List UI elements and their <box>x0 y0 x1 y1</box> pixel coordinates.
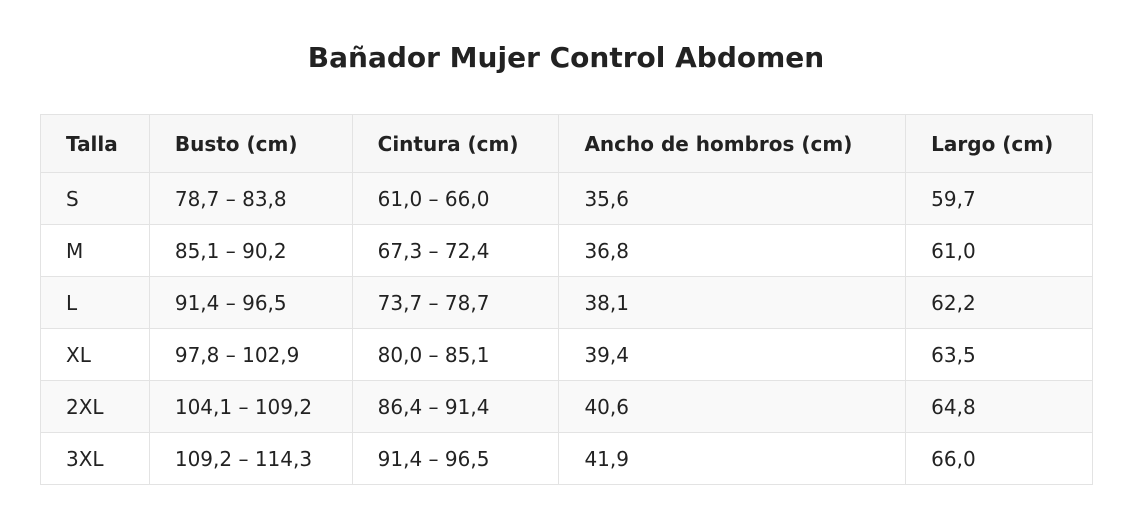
column-header: Largo (cm) <box>905 114 1093 173</box>
table-cell: 78,7 – 83,8 <box>148 172 353 225</box>
table-cell: 85,1 – 90,2 <box>148 224 353 277</box>
table-cell: 64,8 <box>905 380 1093 433</box>
table-cell: 80,0 – 85,1 <box>351 328 560 381</box>
table-cell: 66,0 <box>905 432 1093 485</box>
table-cell: 41,9 <box>558 432 907 485</box>
table-cell: 109,2 – 114,3 <box>148 432 353 485</box>
table-row: XL 97,8 – 102,9 80,0 – 85,1 39,4 63,5 <box>40 328 1093 381</box>
table-cell: 91,4 – 96,5 <box>351 432 560 485</box>
table-cell: 36,8 <box>558 224 907 277</box>
table-cell: 2XL <box>40 380 150 433</box>
column-header: Talla <box>40 114 150 173</box>
table-cell: 67,3 – 72,4 <box>351 224 560 277</box>
table-cell: 61,0 – 66,0 <box>351 172 560 225</box>
table-cell: 40,6 <box>558 380 907 433</box>
table-cell: S <box>40 172 150 225</box>
column-header: Cintura (cm) <box>351 114 560 173</box>
table-row: 3XL 109,2 – 114,3 91,4 – 96,5 41,9 66,0 <box>40 432 1093 485</box>
table-cell: 86,4 – 91,4 <box>351 380 560 433</box>
table-row: L 91,4 – 96,5 73,7 – 78,7 38,1 62,2 <box>40 276 1093 329</box>
column-header: Busto (cm) <box>148 114 353 173</box>
table-cell: 39,4 <box>558 328 907 381</box>
table-cell: 62,2 <box>905 276 1093 329</box>
table-cell: 63,5 <box>905 328 1093 381</box>
table-cell: 97,8 – 102,9 <box>148 328 353 381</box>
table-cell: 61,0 <box>905 224 1093 277</box>
table-cell: 104,1 – 109,2 <box>148 380 353 433</box>
size-table: Talla Busto (cm) Cintura (cm) Ancho de homb… <box>40 114 1093 485</box>
table-row: 2XL 104,1 – 109,2 86,4 – 91,4 40,6 64,8 <box>40 380 1093 433</box>
table-cell: 59,7 <box>905 172 1093 225</box>
table-cell: L <box>40 276 150 329</box>
column-header: Ancho de hombros (cm) <box>558 114 907 173</box>
table-row: M 85,1 – 90,2 67,3 – 72,4 36,8 61,0 <box>40 224 1093 277</box>
table-row: S 78,7 – 83,8 61,0 – 66,0 35,6 59,7 <box>40 172 1093 225</box>
table-cell: 3XL <box>40 432 150 485</box>
table-cell: 73,7 – 78,7 <box>351 276 560 329</box>
table-cell: 35,6 <box>558 172 907 225</box>
table-cell: XL <box>40 328 150 381</box>
table-cell: 91,4 – 96,5 <box>148 276 353 329</box>
header-row: Talla Busto (cm) Cintura (cm) Ancho de homb… <box>40 114 1093 173</box>
title: Bañador Mujer Control Abdomen <box>307 41 825 74</box>
table-cell: M <box>40 224 150 277</box>
table-cell: 38,1 <box>558 276 907 329</box>
